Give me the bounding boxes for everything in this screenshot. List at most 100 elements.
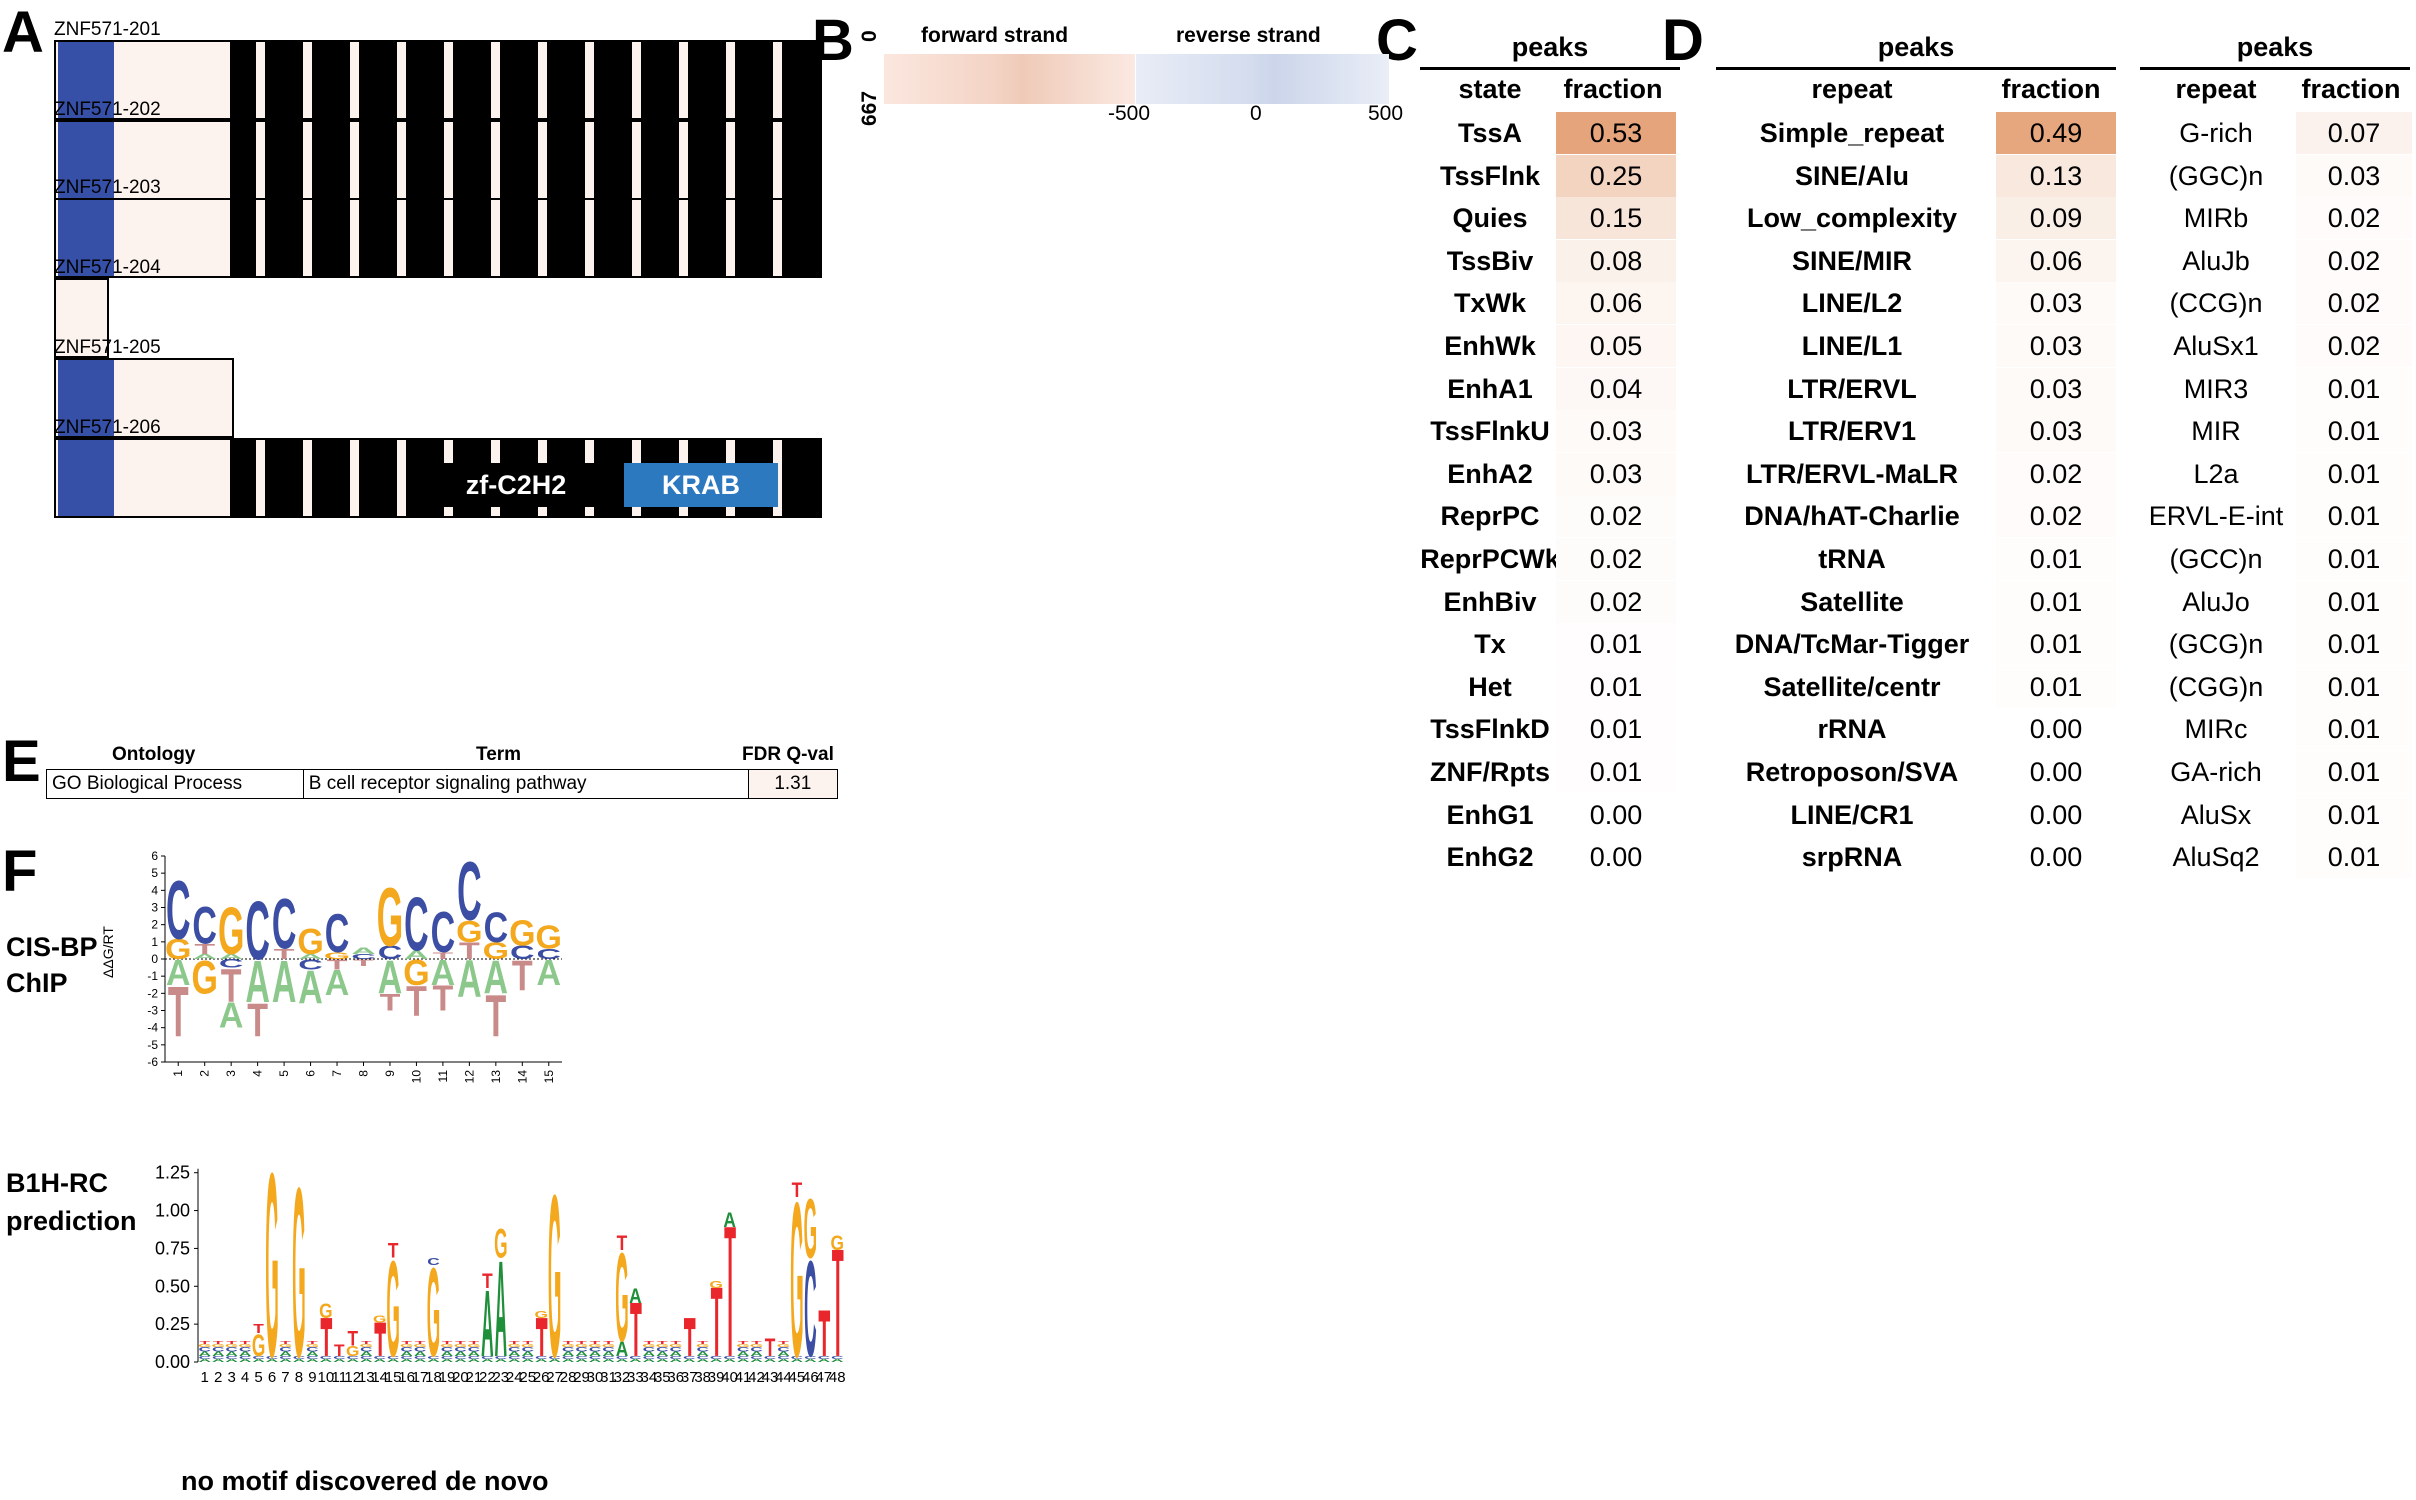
logo-letter: A [484, 951, 509, 1004]
zf-separator [679, 42, 688, 118]
logo-letter: A [454, 1358, 466, 1363]
logo-letter: A [298, 961, 323, 1014]
table-cell-name: EnhG1 [1446, 799, 1534, 830]
logo-letter: G [750, 1343, 763, 1348]
table-cell-fraction: 0.01 [1996, 580, 2116, 623]
logo-letter: C [616, 1355, 628, 1360]
logo-letter: A [495, 1232, 507, 1385]
logo-letter: A [400, 1358, 412, 1363]
b1h-xtick: 9 [308, 1369, 316, 1386]
logo-letter: A [562, 1350, 575, 1357]
zf-separator [303, 122, 312, 198]
logo-letter-t-bar [832, 1249, 844, 1261]
cisbp-ytick: 6 [151, 849, 158, 863]
b1h-xtick: 47 [815, 1369, 832, 1386]
go-enrichment-table: GO Biological Process B cell receptor si… [46, 769, 839, 799]
logo-letter: A [279, 1358, 291, 1363]
b1h-sequence-logo: 1.251.000.750.500.250.001 2 3 4 5 6 7 8 9 1011121… [155, 1140, 846, 1390]
table-cell-fraction: 0.01 [1556, 708, 1676, 751]
isoform-protein-bar [54, 198, 822, 278]
isoform-protein-bar [54, 120, 822, 200]
logo-letter-t-stem [836, 1259, 840, 1356]
b1h-xtick: 28 [560, 1369, 577, 1386]
logo-letter: C [510, 942, 535, 963]
logo-letter: C [198, 1355, 210, 1360]
b1h-xtick: 30 [587, 1369, 604, 1386]
logo-letter: G [669, 1343, 682, 1348]
logo-letter: T [388, 1240, 399, 1263]
logo-letter: A [643, 1350, 656, 1357]
logo-letter: A [387, 1358, 399, 1363]
logo-letter: A [629, 1285, 642, 1308]
logo-letter: C [400, 1355, 412, 1360]
logo-letter: A [333, 1358, 345, 1363]
logo-letter: A [298, 953, 323, 961]
logo-letter: A [481, 1358, 493, 1363]
cisbp-xtick: 3 [224, 1070, 238, 1077]
table-cell-fraction: 0.07 [2296, 112, 2412, 154]
logo-letter: G [265, 1140, 278, 1390]
logo-letter: A [325, 963, 350, 1003]
zf-separator [303, 440, 312, 516]
table-d-right-rule [2140, 67, 2410, 70]
logo-letter: T [459, 938, 480, 965]
logo-letter: A [777, 1358, 789, 1363]
logo-letter: A [219, 996, 244, 1036]
table-cell-name: DNA/hAT-Charlie [1744, 501, 1960, 532]
logo-letter: C [670, 1346, 683, 1353]
logo-letter: A [441, 1358, 453, 1363]
cisbp-ytick: 0 [151, 952, 158, 966]
table-cell-fraction: 0.02 [2296, 282, 2412, 325]
logo-letter: T [221, 959, 242, 1012]
zf-separator [726, 200, 735, 276]
logo-letter: A [219, 953, 244, 961]
table-cell-name: EnhG2 [1446, 842, 1534, 873]
krab-domain [58, 360, 114, 436]
table-cell-fraction: 0.03 [1996, 410, 2116, 453]
logo-letter: C [804, 1232, 816, 1385]
logo-letter: C [602, 1355, 614, 1360]
logo-letter: T [509, 1340, 520, 1345]
table-cell-name: AluJb [2182, 245, 2250, 276]
logo-letter: A [225, 1350, 238, 1357]
b1h-xtick: 41 [735, 1369, 752, 1386]
logo-letter: C [536, 946, 561, 962]
cisbp-xtick: 11 [436, 1070, 450, 1083]
logo-letter: C [333, 1355, 345, 1360]
b1h-xtick: 16 [398, 1369, 415, 1386]
logo-letter: C [804, 1355, 816, 1360]
logo-letter: G [413, 1343, 426, 1348]
table-cell-fraction: 0.03 [1996, 325, 2116, 367]
b1h-ytick: 1.00 [155, 1201, 190, 1221]
logo-letter: C [670, 1355, 682, 1360]
logo-letter: C [602, 1346, 615, 1353]
logo-letter: A [427, 1358, 439, 1363]
logo-letter: C [777, 1355, 789, 1360]
b1h-xtick: 46 [802, 1369, 819, 1386]
logo-letter: T [226, 1340, 237, 1345]
table-cell-name: ZNF/Rpts [1430, 757, 1550, 787]
logo-letter: A [818, 1358, 830, 1363]
logo-letter: C [454, 1355, 466, 1360]
logo-letter: G [454, 1343, 467, 1348]
logo-letter: G [494, 1220, 507, 1267]
zf-separator [256, 440, 265, 516]
logo-letter: A [750, 1358, 762, 1363]
table-cell-name: (GGC)n [2168, 160, 2264, 191]
logo-letter: A [670, 1350, 683, 1357]
logo-letter: C [351, 953, 376, 961]
logo-letter: C [683, 1355, 695, 1360]
table-cell-fraction: 0.02 [1556, 580, 1676, 623]
b1h-xtick: 42 [748, 1369, 765, 1386]
logo-letter: C [696, 1355, 708, 1360]
table-cell-name: Satellite [1800, 586, 1904, 617]
b1h-xtick: 40 [721, 1369, 738, 1386]
b1h-xtick: 1 [201, 1369, 209, 1386]
logo-letter: A [683, 1358, 695, 1363]
logo-letter: C [212, 1346, 225, 1353]
zf-separator [491, 122, 500, 198]
logo-letter: G [483, 938, 509, 965]
logo-letter-t-bar [630, 1302, 642, 1314]
isoform-protein-bar [54, 40, 822, 120]
